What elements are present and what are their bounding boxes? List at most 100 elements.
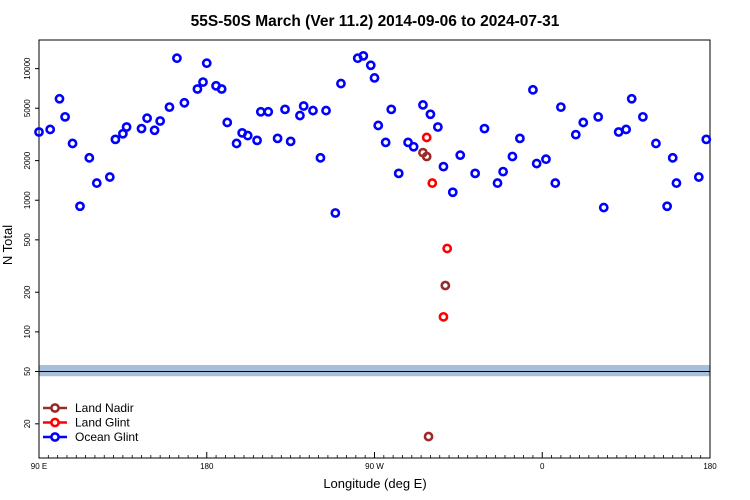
data-point — [393, 168, 404, 179]
data-point — [84, 152, 95, 163]
data-point — [421, 151, 432, 162]
legend-label: Land Nadir — [75, 401, 134, 415]
data-point — [442, 243, 453, 254]
series-land-nadir — [418, 147, 451, 442]
y-tick-label: 100 — [23, 325, 32, 339]
y-tick-label: 500 — [23, 233, 32, 247]
data-point — [531, 158, 542, 169]
legend-label: Land Glint — [75, 416, 130, 430]
legend-label: Ocean Glint — [75, 430, 139, 444]
data-point — [54, 93, 65, 104]
data-point — [216, 84, 227, 94]
data-point — [142, 113, 153, 124]
data-point — [667, 152, 678, 163]
data-point — [255, 106, 266, 117]
data-point — [295, 110, 305, 121]
data-point — [440, 280, 451, 291]
legend-marker — [50, 432, 60, 442]
data-point — [298, 101, 309, 111]
data-point — [541, 154, 551, 165]
data-point — [438, 161, 449, 172]
band-layer — [39, 364, 710, 377]
data-point — [198, 77, 208, 87]
data-point — [593, 111, 604, 122]
data-point — [358, 50, 369, 61]
data-point — [60, 111, 70, 122]
data-point — [421, 132, 432, 143]
data-point — [330, 208, 341, 218]
x-axis-label: Longitude (deg E) — [323, 476, 426, 491]
y-tick-label: 20 — [23, 419, 32, 428]
data-point — [423, 431, 434, 442]
y-tick-label: 10000 — [23, 57, 32, 80]
data-point — [386, 104, 397, 115]
data-point — [231, 138, 242, 149]
data-point — [492, 178, 503, 188]
data-point — [336, 78, 346, 89]
data-point — [662, 201, 673, 212]
x-tick-label: 180 — [200, 462, 214, 471]
data-point — [104, 172, 115, 182]
data-point — [693, 172, 704, 182]
data-point — [67, 138, 78, 149]
data-point — [651, 138, 661, 149]
data-point — [164, 102, 175, 113]
data-point — [470, 168, 481, 179]
x-tick-label: 180 — [703, 462, 717, 471]
data-point — [149, 125, 160, 136]
data-point — [91, 178, 102, 188]
data-point — [550, 178, 561, 188]
data-point — [155, 116, 166, 126]
data-point — [427, 178, 438, 188]
data-point — [252, 135, 262, 146]
data-point — [425, 109, 436, 120]
data-point — [201, 58, 212, 69]
data-point — [578, 117, 589, 128]
data-point — [121, 122, 132, 132]
data-point — [308, 105, 318, 116]
data-point — [555, 102, 566, 113]
y-tick-label: 50 — [23, 366, 32, 375]
data-point — [315, 152, 326, 163]
y-axis: 20 50 100 200 500 1000 2000 5000 10000 — [23, 57, 39, 428]
data-point — [179, 97, 190, 108]
data-point — [75, 201, 85, 212]
series-land-glint — [421, 132, 453, 322]
data-point — [438, 311, 449, 322]
data-point — [321, 105, 331, 116]
data-point — [136, 123, 147, 134]
data-point — [263, 106, 274, 117]
data-point — [447, 187, 458, 198]
data-point — [638, 111, 648, 122]
data-point — [498, 166, 509, 177]
data-point — [242, 130, 253, 141]
data-point — [369, 73, 380, 83]
data-point — [34, 127, 44, 137]
data-point — [172, 53, 182, 64]
data-point — [514, 133, 525, 144]
data-point — [110, 134, 121, 145]
legend-marker — [50, 417, 60, 428]
data-point — [621, 124, 632, 135]
data-point — [671, 178, 682, 188]
y-tick-label: 1000 — [23, 191, 32, 209]
data-point — [222, 117, 233, 128]
x-axis: 90 E 180 90 W 0 180 — [31, 452, 717, 471]
x-tick-label: 90 E — [31, 462, 47, 471]
data-point — [626, 93, 637, 104]
data-points — [34, 50, 712, 442]
series-ocean-glint — [34, 50, 712, 218]
data-point — [408, 141, 419, 152]
data-point — [507, 151, 518, 162]
y-tick-label: 200 — [23, 285, 32, 299]
reference-band — [39, 364, 710, 377]
data-point — [272, 133, 283, 144]
x-tick-label: 0 — [540, 462, 545, 471]
y-tick-label: 2000 — [23, 151, 32, 169]
data-point — [418, 100, 428, 110]
chart-title: 55S-50S March (Ver 11.2) 2014-09-06 to 2… — [191, 13, 560, 30]
data-point — [373, 120, 384, 131]
data-point — [479, 123, 490, 134]
legend-marker — [50, 403, 60, 413]
